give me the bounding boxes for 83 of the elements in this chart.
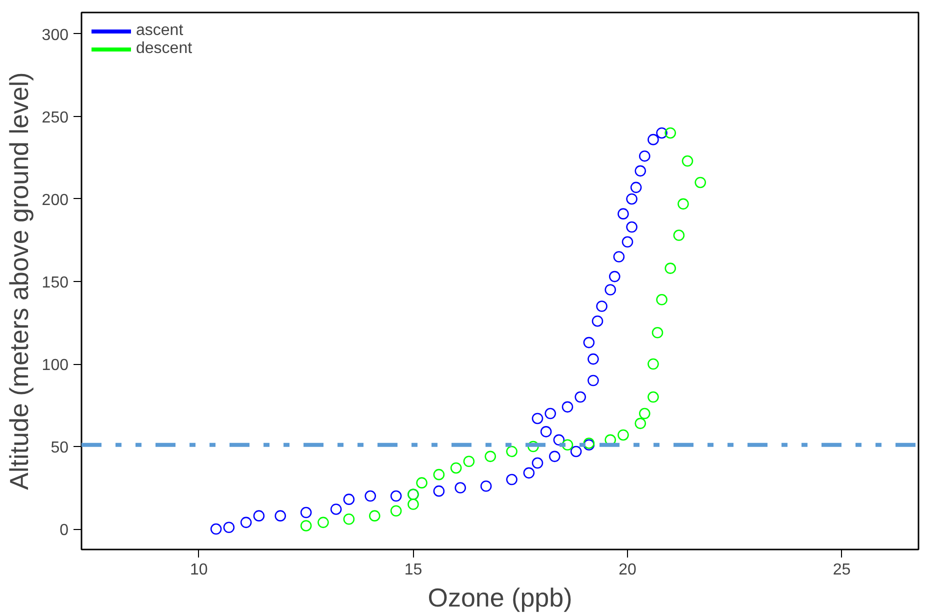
point (343, 494, 355, 505)
point (630, 182, 642, 194)
point (548, 450, 560, 462)
point (570, 446, 582, 458)
point (253, 510, 265, 522)
point (416, 477, 428, 488)
point (506, 446, 518, 458)
point (343, 513, 355, 525)
y-tick-label: 0 (60, 522, 69, 540)
point (364, 490, 376, 502)
x-tick-label: 20 (618, 562, 636, 578)
point (480, 480, 492, 492)
y-tick-label: 300 (42, 26, 69, 44)
point (588, 353, 599, 365)
point (664, 262, 676, 274)
point (574, 391, 586, 403)
point (240, 516, 252, 528)
point (673, 230, 685, 241)
legend-label: ascent (136, 22, 184, 40)
point (450, 462, 462, 474)
point (318, 516, 329, 528)
point (664, 127, 676, 139)
point (390, 505, 402, 517)
point (562, 439, 574, 451)
x-tick-label: 10 (190, 562, 208, 578)
point (532, 412, 544, 424)
point (544, 408, 556, 420)
point (562, 401, 574, 413)
point (532, 457, 544, 469)
point (656, 127, 668, 139)
point (583, 336, 595, 348)
point (638, 408, 650, 420)
point (694, 176, 706, 188)
point (618, 208, 629, 220)
point (390, 490, 402, 502)
point (638, 150, 650, 162)
point (506, 474, 518, 486)
point (596, 300, 608, 312)
point (604, 284, 616, 296)
legend-label: descent (136, 40, 192, 58)
point (553, 434, 565, 446)
point (588, 374, 599, 386)
point (626, 193, 638, 205)
point (433, 468, 445, 480)
point (678, 198, 689, 210)
y-axis-title: Altitude (meters above ground level) (4, 72, 34, 490)
y-tick-label: 50 (50, 440, 69, 457)
point (648, 134, 659, 146)
point (523, 467, 535, 479)
point (210, 523, 222, 535)
y-tick-label: 250 (42, 109, 69, 126)
point (528, 440, 539, 452)
point (368, 510, 380, 522)
point (634, 418, 646, 430)
point (592, 315, 604, 327)
point (613, 251, 625, 262)
y-tick-label: 100 (42, 357, 69, 374)
point (463, 456, 475, 468)
point (433, 485, 445, 497)
x-tick-label: 25 (832, 562, 851, 578)
point (540, 426, 552, 438)
point (274, 510, 286, 522)
point (618, 429, 629, 441)
point (656, 294, 668, 306)
point (648, 391, 659, 403)
y-tick-label: 200 (42, 192, 69, 209)
y-tick-label: 150 (42, 274, 69, 292)
point (626, 221, 638, 233)
point (622, 236, 634, 248)
point (634, 165, 646, 177)
point (648, 358, 659, 370)
point (484, 450, 496, 462)
point (300, 506, 312, 518)
point (454, 482, 466, 494)
point (300, 520, 312, 532)
point (330, 504, 342, 515)
x-tick-label: 15 (404, 562, 422, 578)
point (682, 155, 694, 167)
point (223, 522, 235, 534)
x-axis-title: Ozone (ppb) (428, 582, 572, 612)
point (652, 327, 664, 338)
point (608, 270, 620, 282)
point (408, 498, 419, 510)
